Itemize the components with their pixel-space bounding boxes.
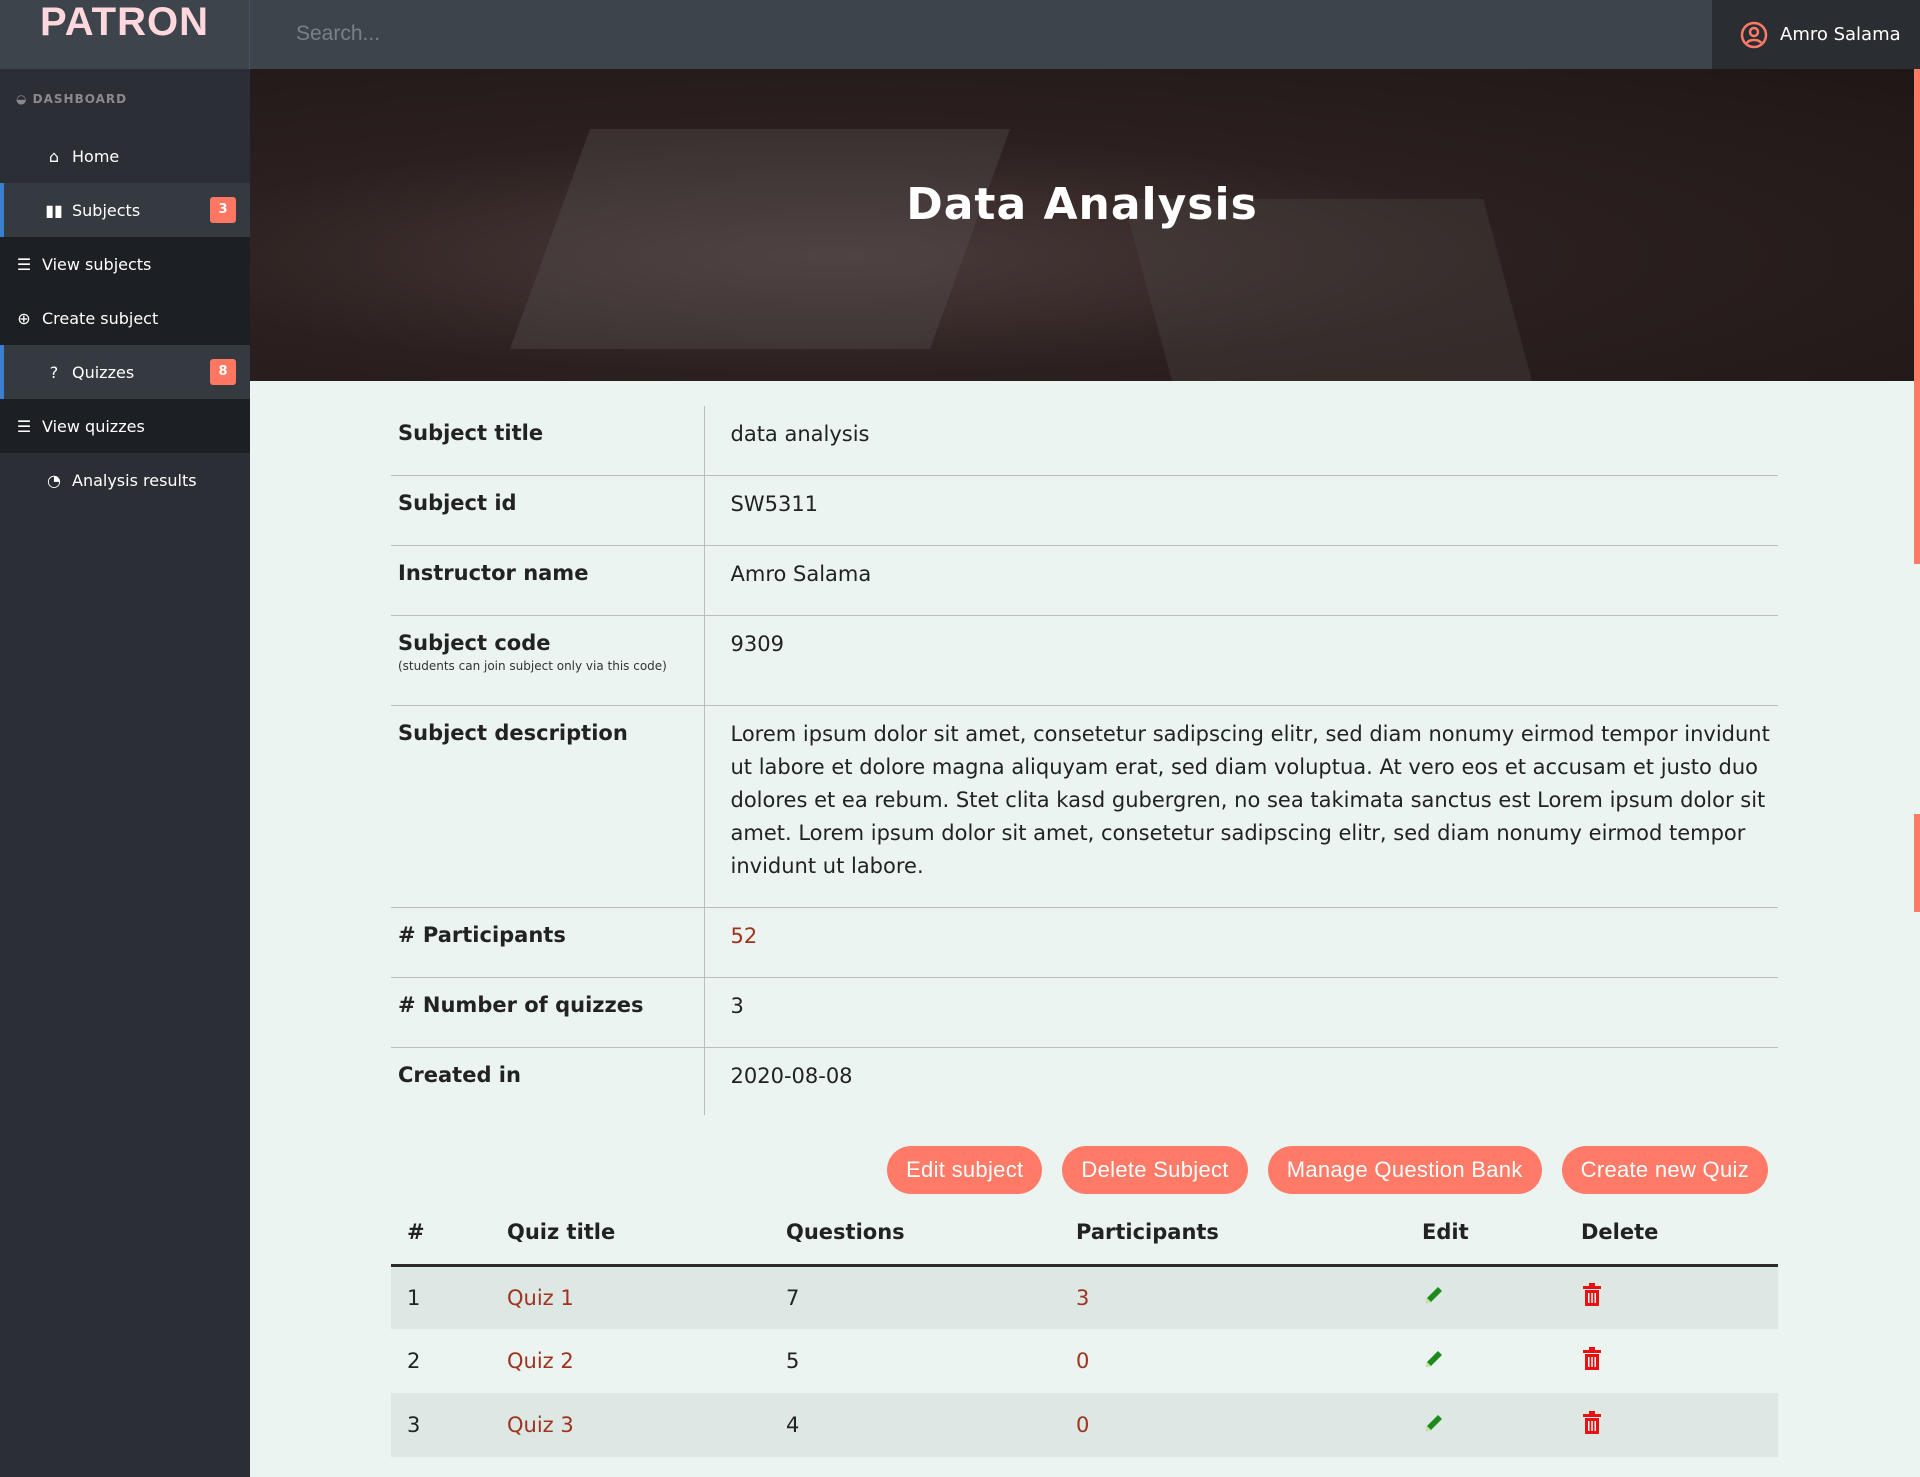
label-created: Created in (391, 1047, 705, 1115)
user-menu[interactable]: Amro Salama (1712, 0, 1920, 69)
value-participants[interactable]: 52 (704, 907, 1778, 978)
quiz-number: 2 (407, 1349, 421, 1373)
value-created: 2020-08-08 (730, 1063, 853, 1088)
quiz-number: 1 (407, 1285, 421, 1310)
sidebar: ◒ DASHBOARD ⌂ Home ▮▮ Subjects 3 ☰ View subj… (0, 69, 250, 1477)
subject-actions: Edit subject Delete Subject Manage Quest… (887, 1146, 1768, 1194)
table-row: 1 Quiz 1 7 3 (391, 1265, 1778, 1329)
quiz-title-link[interactable]: Quiz 2 (507, 1349, 574, 1373)
user-name: Amro Salama (1780, 24, 1901, 45)
pencil-icon[interactable] (1422, 1414, 1446, 1440)
col-edit: Edit (1422, 1190, 1581, 1267)
subject-code-note: (students can join subject only via this… (398, 658, 667, 673)
user-circle-icon (1740, 21, 1768, 48)
col-number: # (391, 1190, 507, 1267)
col-quiz-title: Quiz title (507, 1190, 786, 1267)
delete-quiz-button[interactable] (1581, 1265, 1778, 1329)
logo[interactable]: PATRON (0, 0, 250, 69)
sidebar-item-quizzes[interactable]: ? Quizzes 8 (0, 345, 250, 399)
pencil-icon[interactable] (1422, 1350, 1446, 1376)
sidebar-item-subjects[interactable]: ▮▮ Subjects 3 (0, 183, 250, 237)
book-icon: ▮▮ (45, 200, 63, 220)
edit-quiz-button[interactable] (1422, 1265, 1581, 1329)
sidebar-item-create-subject[interactable]: ⊕ Create subject (0, 291, 250, 345)
quiz-title-link[interactable]: Quiz 1 (507, 1285, 574, 1310)
quiz-questions: 4 (786, 1413, 800, 1437)
scrollbar[interactable] (1914, 69, 1920, 1477)
sidebar-section-dashboard: ◒ DASHBOARD (16, 92, 128, 106)
col-participants: Participants (1076, 1190, 1422, 1267)
quizzes-count-badge: 8 (210, 359, 236, 385)
manage-question-bank-button[interactable]: Manage Question Bank (1267, 1146, 1542, 1194)
plus-circle-icon: ⊕ (17, 308, 31, 328)
label-description: Subject description (391, 705, 705, 908)
quiz-participants[interactable]: 0 (1076, 1413, 1090, 1437)
value-subject-code: 9309 (704, 615, 1778, 706)
list-icon: ☰ (16, 416, 32, 436)
trash-icon[interactable] (1581, 1283, 1603, 1312)
value-quiz-count: 3 (704, 977, 1778, 1048)
subjects-count-badge: 3 (210, 197, 236, 223)
search-input[interactable] (280, 14, 880, 54)
label-instructor: Instructor name (391, 545, 705, 616)
value-subject-title: data analysis (704, 406, 1778, 476)
edit-quiz-button[interactable] (1422, 1393, 1581, 1457)
label-subject-title: Subject title (391, 406, 705, 476)
quiz-participants[interactable]: 0 (1076, 1349, 1090, 1373)
quiz-number: 3 (407, 1413, 421, 1437)
trash-icon[interactable] (1581, 1410, 1603, 1440)
value-subject-id: SW5311 (704, 475, 1778, 546)
top-bar: PATRON Amro Salama (0, 0, 1920, 69)
delete-quiz-button[interactable] (1581, 1393, 1778, 1457)
sidebar-item-view-subjects[interactable]: ☰ View subjects (0, 237, 250, 291)
label-subject-code: Subject code (students can join subject o… (391, 615, 705, 706)
question-circle-icon: ? (49, 362, 59, 382)
create-quiz-button[interactable]: Create new Quiz (1561, 1146, 1768, 1194)
hero-banner: Data Analysis (250, 69, 1914, 381)
quizzes-table: # Quiz title Questions Participants Edit… (391, 1190, 1778, 1457)
pencil-icon[interactable] (1422, 1287, 1446, 1312)
value-instructor: Amro Salama (704, 545, 1778, 616)
hero-image-laptop (509, 129, 1011, 349)
table-row: 2 Quiz 2 5 0 (391, 1329, 1778, 1393)
sidebar-item-home[interactable]: ⌂ Home (0, 129, 250, 183)
label-participants: # Participants (391, 907, 705, 978)
sidebar-item-view-quizzes[interactable]: ☰ View quizzes (0, 399, 250, 453)
subject-details-table: Subject title data analysis Subject id SW5… (391, 406, 1778, 1115)
value-description: Lorem ipsum dolor sit amet, consetetur s… (704, 705, 1778, 908)
col-delete: Delete (1581, 1190, 1778, 1267)
pie-chart-icon: ◔ (47, 470, 61, 490)
delete-quiz-button[interactable] (1581, 1329, 1778, 1393)
quiz-questions: 5 (786, 1349, 800, 1373)
home-icon: ⌂ (48, 146, 60, 166)
quiz-title-link[interactable]: Quiz 3 (507, 1413, 574, 1437)
sidebar-item-analysis-results[interactable]: ◔ Analysis results (0, 453, 250, 507)
edit-subject-button[interactable]: Edit subject (887, 1146, 1043, 1194)
quiz-questions: 7 (786, 1285, 800, 1310)
col-questions: Questions (786, 1190, 1076, 1267)
trash-icon[interactable] (1581, 1346, 1603, 1376)
quiz-participants[interactable]: 3 (1076, 1285, 1090, 1310)
delete-subject-button[interactable]: Delete Subject (1062, 1146, 1248, 1194)
edit-quiz-button[interactable] (1422, 1329, 1581, 1393)
label-quiz-count: # Number of quizzes (391, 977, 705, 1048)
table-row: 3 Quiz 3 4 0 (391, 1393, 1778, 1457)
label-subject-id: Subject id (391, 475, 705, 546)
list-icon: ☰ (16, 254, 32, 274)
page-title: Data Analysis (906, 179, 1258, 230)
dashboard-icon: ◒ (16, 92, 33, 106)
